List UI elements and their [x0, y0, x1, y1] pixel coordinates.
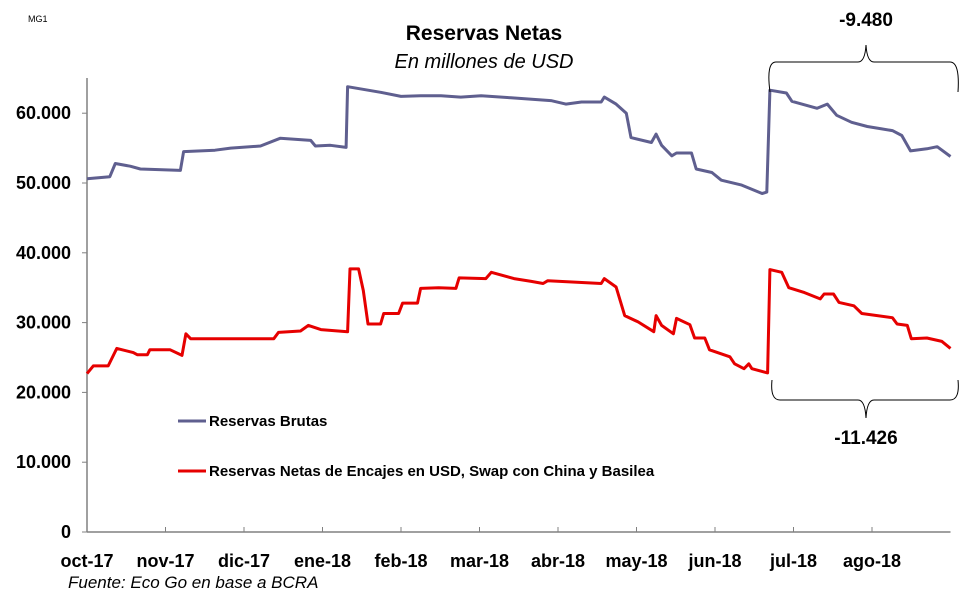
bottom-bracket: [771, 379, 959, 419]
x-tick-label: ago-18: [843, 551, 901, 571]
axes: 0 10.000 20.000 30.000 40.000 50.000 60.000 oct…: [16, 78, 951, 571]
y-tick-label: 10.000: [16, 452, 71, 472]
series-line-reservas-netas: [85, 267, 952, 375]
chart-subtitle: En millones de USD: [395, 51, 574, 73]
top-bracket: [768, 44, 959, 93]
y-tick-label: 20.000: [16, 382, 71, 402]
annotation-brutas-change: -9.480: [839, 10, 893, 31]
y-tick-label: 50.000: [16, 173, 71, 193]
y-tick-label: 40.000: [16, 243, 71, 263]
x-tick-label: ene-18: [294, 551, 351, 571]
x-tick-label: abr-18: [531, 551, 585, 571]
x-tick-label: oct-17: [60, 551, 113, 571]
x-tick-label: jun-18: [687, 551, 741, 571]
x-tick-label: dic-17: [218, 551, 270, 571]
y-tick-label: 30.000: [16, 313, 71, 333]
y-tick-label: 0: [61, 522, 71, 542]
x-tick-label: feb-18: [374, 551, 427, 571]
legend-label-netas: Reservas Netas de Encajes en USD, Swap c…: [209, 463, 655, 480]
chart-title: Reservas Netas: [406, 22, 562, 45]
x-tick-label: jul-18: [769, 551, 817, 571]
chart-badge: MG1: [28, 14, 48, 24]
x-tick-label: may-18: [605, 551, 667, 571]
annotation-netas-change: -11.426: [834, 428, 897, 449]
y-tick-label: 60.000: [16, 103, 71, 123]
series-line-reservas-brutas: [86, 85, 952, 195]
legend-label-brutas: Reservas Brutas: [209, 413, 327, 430]
series-lines: [85, 85, 952, 375]
x-tick-label: nov-17: [136, 551, 194, 571]
source-note: Fuente: Eco Go en base a BCRA: [68, 573, 318, 592]
x-tick-label: mar-18: [450, 551, 509, 571]
